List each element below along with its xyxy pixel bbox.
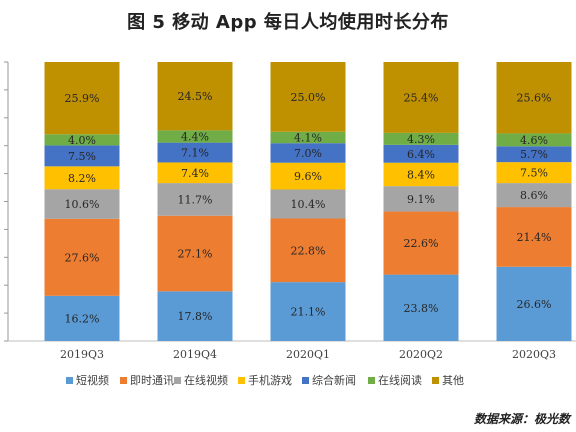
data-label: 22.6% (404, 237, 439, 250)
bar-segment (383, 162, 459, 187)
bar-segment (157, 62, 233, 131)
bar-segment (496, 133, 572, 147)
bar-segment (270, 131, 346, 144)
data-label: 7.0% (294, 147, 322, 160)
data-label: 5.7% (520, 148, 548, 161)
data-label: 8.4% (407, 168, 435, 181)
legend-swatch (174, 377, 181, 384)
bar-segment (270, 62, 346, 132)
bar-segment (44, 145, 120, 167)
legend-label: 在线视频 (184, 373, 228, 387)
data-label: 4.1% (294, 131, 322, 144)
data-label: 10.4% (291, 198, 326, 211)
data-label: 11.7% (178, 193, 213, 206)
data-label: 23.8% (404, 302, 439, 315)
data-label: 7.4% (181, 167, 209, 180)
data-source-note: 数据来源：极光数 (473, 412, 570, 426)
data-label: 4.0% (68, 134, 96, 147)
legend-label: 其他 (442, 374, 464, 387)
x-tick-label: 2019Q3 (60, 348, 104, 361)
bar-segment (44, 134, 120, 146)
legend-label: 综合新闻 (312, 373, 356, 387)
data-label: 7.5% (520, 167, 548, 180)
bar-segment (383, 211, 459, 275)
x-tick-label: 2019Q4 (173, 348, 217, 361)
legend-swatch (368, 377, 375, 384)
data-label: 27.6% (65, 251, 100, 264)
bar-segment (270, 143, 346, 163)
data-label: 8.2% (68, 172, 96, 185)
bar-segment (496, 183, 572, 208)
data-label: 10.6% (65, 198, 100, 211)
data-label: 21.1% (291, 306, 326, 319)
bar-segment (496, 207, 572, 267)
legend-item: 在线视频 (174, 373, 228, 387)
bar-segment (44, 295, 120, 341)
bar-segment (270, 218, 346, 283)
bar-segment (270, 189, 346, 219)
legend-label: 在线阅读 (378, 373, 422, 387)
legend-swatch (120, 377, 127, 384)
legend-item: 手机游戏 (238, 373, 292, 387)
data-label: 9.1% (407, 193, 435, 206)
bar-segment (270, 162, 346, 190)
legend-swatch (432, 377, 439, 384)
data-label: 7.5% (68, 150, 96, 163)
bar-segment (270, 282, 346, 341)
bar-segment (157, 162, 233, 184)
data-label: 4.6% (520, 134, 548, 147)
legend-swatch (66, 377, 73, 384)
legend-swatch (302, 377, 309, 384)
bar-segment (44, 166, 120, 190)
legend-label: 手机游戏 (248, 373, 292, 387)
data-label: 24.5% (178, 90, 213, 103)
bar-segment (44, 62, 120, 135)
bar-segment (383, 186, 459, 212)
data-label: 25.0% (291, 91, 326, 104)
bar-segment (496, 266, 572, 341)
bar-segment (383, 274, 459, 341)
legend-swatch (238, 377, 245, 384)
legend-item: 其他 (432, 374, 464, 387)
x-tick-label: 2020Q2 (399, 348, 443, 361)
data-label: 27.1% (178, 248, 213, 261)
bar-segment (157, 215, 233, 292)
legend-label: 短视频 (76, 373, 109, 387)
bar-segment (383, 62, 459, 133)
data-label: 25.4% (404, 91, 439, 104)
x-tick-label: 2020Q1 (286, 348, 330, 361)
bar-segment (44, 189, 120, 219)
data-label: 17.8% (178, 310, 213, 323)
legend-item: 在线阅读 (368, 373, 422, 387)
data-label: 16.2% (65, 312, 100, 325)
legend-item: 短视频 (66, 373, 109, 387)
x-tick-label: 2020Q3 (512, 348, 556, 361)
data-label: 26.6% (517, 298, 552, 311)
legend-label: 即时通讯 (130, 374, 174, 387)
chart-title: 图 5 移动 App 每日人均使用时长分布 (127, 12, 449, 33)
bar-segment (496, 146, 572, 163)
data-label: 9.6% (294, 170, 322, 183)
data-label: 4.3% (407, 133, 435, 146)
bar-segment (383, 144, 459, 163)
bar-segment (383, 132, 459, 145)
legend-item: 综合新闻 (302, 373, 356, 387)
bar-segment (157, 142, 233, 163)
data-label: 4.4% (181, 130, 209, 143)
bar-segment (157, 183, 233, 216)
bar-segment (44, 218, 120, 296)
legend-item: 即时通讯 (120, 374, 174, 387)
data-label: 21.4% (517, 231, 552, 244)
data-label: 8.6% (520, 189, 548, 202)
data-label: 25.6% (517, 92, 552, 105)
data-label: 7.1% (181, 147, 209, 160)
bar-segment (157, 130, 233, 143)
data-label: 25.9% (65, 92, 100, 105)
bar-segment (496, 62, 572, 134)
data-label: 22.8% (291, 244, 326, 257)
data-label: 6.4% (407, 148, 435, 161)
bar-segment (496, 162, 572, 184)
bar-segment (157, 291, 233, 341)
